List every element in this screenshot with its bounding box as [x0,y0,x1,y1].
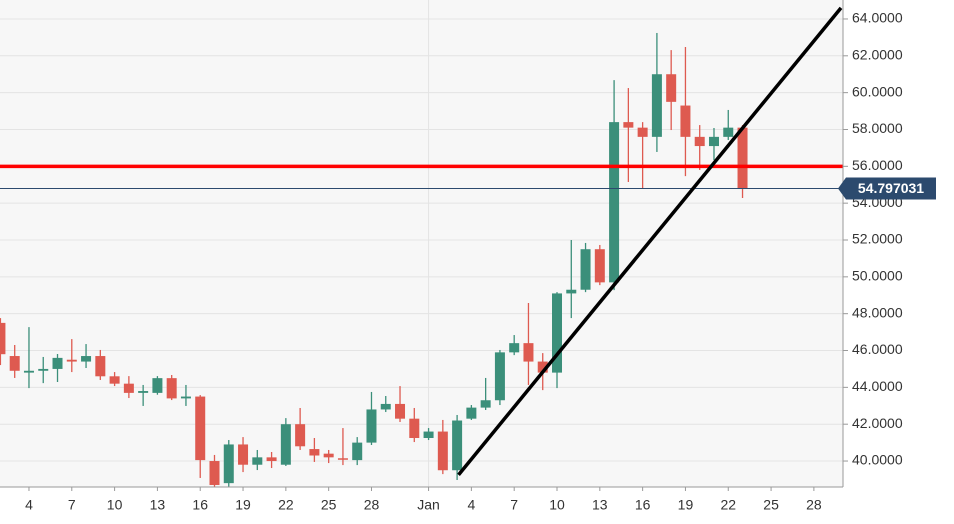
candle-body [252,457,263,465]
candle-body [323,453,334,458]
candle-body [238,444,249,465]
candle-body [680,105,691,137]
candle-body [166,378,177,399]
y-tick-label: 40.0000 [852,452,903,468]
candle-body [209,461,220,485]
y-tick-label: 44.0000 [852,378,903,394]
last-price-box [838,177,936,200]
candle-body [66,359,77,362]
candle-body [494,352,505,401]
candle-body [223,444,234,484]
candle-body [0,322,6,355]
candle-body [723,127,734,137]
candle-body [509,343,520,353]
x-tick-label: 16 [635,497,651,513]
candle-body [708,136,719,147]
y-tick-label: 46.0000 [852,341,903,357]
x-tick-label: 28 [364,497,380,513]
x-tick-label: 28 [806,497,822,513]
x-tick-label: 7 [68,497,76,513]
x-tick-label: Jan [417,497,440,513]
plot [0,6,843,487]
candle-body [666,74,677,102]
x-tick-label: 4 [467,497,475,513]
candle-body [637,127,648,137]
candle-body [138,391,149,393]
candle-body [337,458,348,460]
candle-body [109,376,120,384]
x-tick-label: 22 [278,497,294,513]
x-tick-label: 13 [592,497,608,513]
x-tick-label: 16 [192,497,208,513]
candle-body [452,420,463,471]
candle-body [580,249,591,290]
plot-area [0,0,843,487]
candle-body [380,403,391,410]
y-tick-label: 50.0000 [852,268,903,284]
candle-body [737,127,748,189]
candle-body [609,122,620,283]
candle-body [123,383,134,393]
y-tick-label: 52.0000 [852,231,903,247]
candle-body [466,407,477,419]
trendline [457,6,843,476]
candle-body [152,378,163,393]
candle-body [295,424,306,447]
y-tick-label: 62.0000 [852,47,903,63]
candle-body [366,409,377,443]
candle-body [395,403,406,419]
grid [0,0,843,487]
candle-body [266,457,277,462]
last-price-label: 54.797031 [858,180,924,196]
candle-body [309,449,320,456]
candle-body [651,74,662,137]
candle-body [23,370,34,373]
candle-body [38,368,49,371]
candle-body [409,418,420,439]
x-tick-label: 19 [678,497,694,513]
y-tick-label: 56.0000 [852,157,903,173]
candle-body [280,424,291,465]
candle-body [81,356,92,362]
axes: 40.0000 42.0000 44.0000 46.0000 48.0000 50.00… [0,0,936,513]
x-tick-label: 7 [510,497,518,513]
candle-body [437,431,448,471]
y-tick-label: 64.0000 [852,10,903,26]
candle-body [480,400,491,408]
candle-body [52,357,63,369]
y-tick-label: 42.0000 [852,415,903,431]
y-tick-label: 60.0000 [852,83,903,99]
x-tick-label: 10 [549,497,565,513]
candle-body [537,361,548,373]
x-tick-label: 10 [107,497,123,513]
x-tick-label: 19 [235,497,251,513]
candle-body [180,396,191,399]
candle-body [523,343,534,362]
candle-body [594,249,605,283]
candle-body [352,442,363,461]
candle-body [423,431,434,439]
x-tick-label: 13 [150,497,166,513]
x-tick-label: 4 [25,497,33,513]
x-tick-label: 25 [321,497,337,513]
candle-body [9,356,20,371]
x-tick-label: 22 [720,497,736,513]
x-tick-label: 25 [763,497,779,513]
candle-body [623,122,634,128]
y-tick-label: 48.0000 [852,304,903,320]
y-tick-label: 58.0000 [852,120,903,136]
candle-body [95,356,106,377]
candle-body [552,293,563,373]
candle-body [694,136,705,147]
candle-body [566,289,577,294]
candle-body [195,396,206,461]
